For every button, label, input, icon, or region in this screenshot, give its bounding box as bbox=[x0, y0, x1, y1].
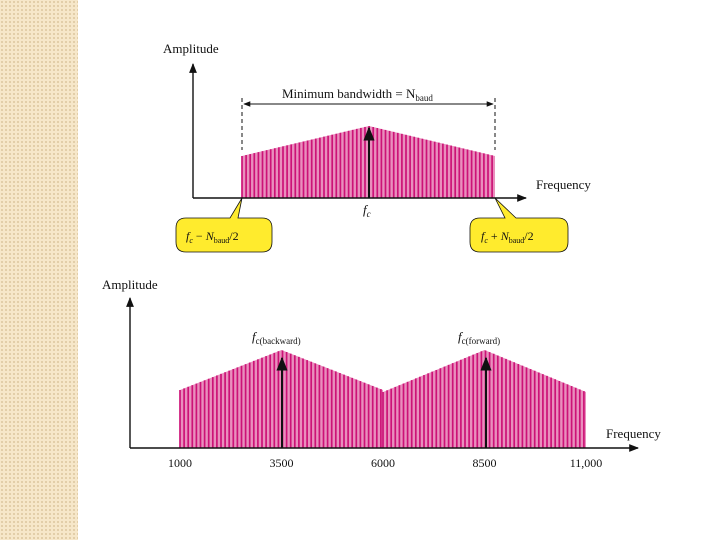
bottom-band-bars bbox=[179, 350, 586, 448]
x-tick-label-2: 6000 bbox=[371, 456, 395, 470]
decorative-side-band bbox=[0, 0, 78, 540]
bottom-spectrum-diagram: Amplitude Frequency fc(backward) fc(forw… bbox=[102, 277, 661, 470]
bottom-x-tick-labels: 1000 3500 6000 8500 11,000 bbox=[168, 456, 602, 470]
bandwidth-label-bg bbox=[279, 85, 461, 103]
top-x-axis-label: Frequency bbox=[536, 177, 591, 192]
x-tick-label-4: 11,000 bbox=[570, 456, 603, 470]
bandwidth-label-sub: baud bbox=[415, 93, 433, 103]
bottom-x-axis-label: Frequency bbox=[606, 426, 661, 441]
bandwidth-label-text: Minimum bandwidth = N bbox=[282, 86, 416, 101]
x-tick-label-3: 8500 bbox=[473, 456, 497, 470]
right-callout-label: fc + Nbaud/2 bbox=[481, 229, 534, 245]
bottom-y-axis-label: Amplitude bbox=[102, 277, 158, 292]
left-callout-label: fc − Nbaud/2 bbox=[186, 229, 239, 245]
right-band-edge-callout: fc + Nbaud/2 bbox=[469, 197, 569, 253]
x-tick-label-1: 3500 bbox=[270, 456, 294, 470]
backward-carrier-label: fc(backward) bbox=[252, 329, 301, 346]
left-band-edge-callout: fc − Nbaud/2 bbox=[175, 197, 273, 253]
top-spectrum-diagram: Amplitude Frequency Minimum bandwidth = … bbox=[163, 41, 591, 253]
bandwidth-label: Minimum bandwidth = Nbaud bbox=[282, 86, 433, 103]
top-carrier-label: fc bbox=[363, 202, 371, 219]
x-tick-label-0: 1000 bbox=[168, 456, 192, 470]
forward-carrier-label: fc(forward) bbox=[458, 329, 500, 346]
top-y-axis-label: Amplitude bbox=[163, 41, 219, 56]
